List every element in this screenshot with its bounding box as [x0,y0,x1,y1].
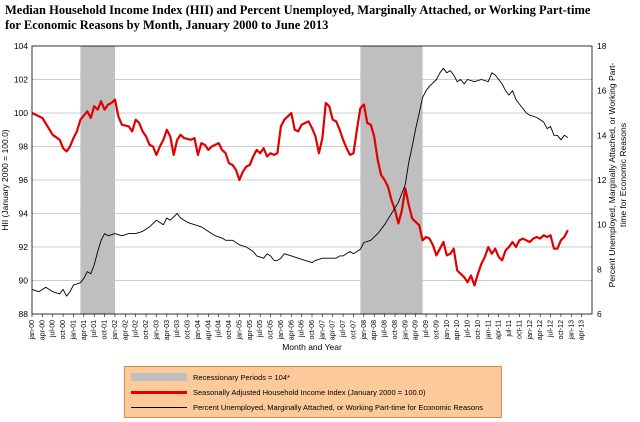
left-axis-ticks: 88 90 92 94 96 98 100 102 104 [14,41,28,319]
y2-axis-title-line: time for Economic Reasons [618,123,628,227]
x-tick-label: jan-10 [444,320,451,341]
right-tick-label: 18 [597,41,607,51]
x-tick-label: jul-03 [174,320,181,338]
right-tick-label: 14 [597,130,607,140]
x-tick-label: jul-04 [216,320,223,338]
y2-axis-title: Percent Unemployed, Marginally Attached,… [607,62,628,287]
x-tick-label: jul-12 [548,320,555,338]
x-tick-label: jul-09 [423,320,430,338]
x-tick-label: jan-13 [568,320,575,341]
x-tick-label: jan-01 [70,320,77,341]
x-tick-label: apr-11 [496,320,503,340]
x-tick-label: jan-05 [236,320,243,341]
legend-label-recession: Recessionary Periods = 104* [193,372,290,382]
x-tick-label: jul-06 [299,320,306,338]
x-tick-label: oct-04 [226,320,233,340]
x-tick-label: apr-05 [247,320,254,340]
x-tick-label: jul-01 [91,320,98,338]
left-tick-label: 104 [14,41,28,51]
y2-axis-title-line: Percent Unemployed, Marginally Attached,… [607,62,617,287]
right-tick-label: 10 [597,220,607,230]
x-tick-label: jul-07 [340,320,347,338]
legend-swatch-hii [131,390,187,394]
x-tick-label: jul-11 [506,320,513,338]
x-tick-label: apr-01 [81,320,88,340]
x-tick-label: oct-06 [309,320,316,340]
legend: Recessionary Periods = 104* Seasonally A… [124,366,502,418]
x-tick-label: jul-10 [465,320,472,338]
legend-item-hii: Seasonally Adjusted Household Income Ind… [125,386,425,398]
x-tick-label: oct-07 [350,320,357,340]
right-tick-label: 16 [597,86,607,96]
x-tick-label: jul-02 [133,320,140,338]
recession-band [80,46,115,314]
left-tick-label: 88 [19,309,29,319]
x-tick-label: oct-09 [433,320,440,340]
x-tick-label: jul-05 [257,320,264,338]
left-tick-label: 102 [14,75,28,85]
x-tick-label: apr-12 [537,320,544,340]
legend-label-unemp: Percent Unemployed, Marginally Attached,… [193,402,483,412]
left-tick-label: 90 [19,276,29,286]
x-axis-title: Month and Year [282,342,342,352]
left-tick-label: 98 [19,142,29,152]
legend-item-recession: Recessionary Periods = 104* [125,371,290,383]
x-tick-label: apr-03 [164,320,171,340]
x-tick-label: oct-12 [558,320,565,340]
series-line-hii [31,98,569,287]
x-tick-label: apr-06 [288,320,295,340]
x-tick-label: jan-02 [112,320,119,341]
x-tick-label: apr-09 [413,320,420,340]
x-tick-label: oct-08 [392,320,399,340]
right-tick-label: 6 [597,309,602,319]
x-tick-label: oct-02 [143,320,150,340]
chart-title: Median Household Income Index (HII) and … [5,3,591,32]
x-tick-label: oct-11 [516,320,523,339]
right-axis-ticks: 6 8 10 12 14 16 18 [597,41,607,319]
right-tick-label: 8 [597,264,602,274]
x-tick-label: oct-03 [185,320,192,340]
x-tick-label: apr-07 [330,320,337,340]
right-tick-label: 12 [597,175,607,185]
legend-label-hii: Seasonally Adjusted Household Income Ind… [193,387,426,397]
x-tick-label: jan-12 [527,320,534,341]
left-tick-label: 96 [19,175,29,185]
x-tick-label: jan-11 [485,320,492,340]
left-tick-label: 92 [19,242,29,252]
x-tick-label: apr-08 [371,320,378,340]
legend-swatch-recession [131,373,187,381]
recession-band [360,46,423,314]
x-tick-label: jul-08 [382,320,389,338]
series-lines [31,67,569,297]
x-tick-label: jan-00 [29,320,36,341]
recession-bands [80,46,423,314]
x-tick-label: oct-01 [102,320,109,340]
x-tick-label: jan-08 [361,320,368,341]
x-tick-label: jan-04 [195,320,202,341]
x-tick-label: apr-13 [579,320,586,340]
x-tick-label: oct-05 [268,320,275,340]
left-tick-label: 94 [19,209,29,219]
x-tick-label: apr-00 [39,320,46,340]
x-tick-label: apr-02 [122,320,129,340]
x-tick-label: apr-10 [454,320,461,340]
left-tick-label: 100 [14,108,28,118]
x-tick-label: jan-09 [402,320,409,341]
x-tick-label: jul-00 [50,320,57,338]
x-tick-label: oct-00 [60,320,67,340]
x-tick-label: oct-10 [475,320,482,340]
series-line-unemployment [31,67,569,297]
x-tick-label: jan-03 [153,320,160,341]
x-tick-label: jan-07 [319,320,326,341]
x-tick-label: apr-04 [205,320,212,340]
legend-item-unemp: Percent Unemployed, Marginally Attached,… [125,401,483,413]
x-tick-label: jan-06 [278,320,285,341]
legend-swatch-unemp [131,406,187,408]
y-axis-title: HII (January 2000 = 100.0) [0,129,10,231]
x-axis-ticks: jan-00 apr-00 jul-00 oct-00 jan-01 apr-01 jul-… [29,314,586,340]
